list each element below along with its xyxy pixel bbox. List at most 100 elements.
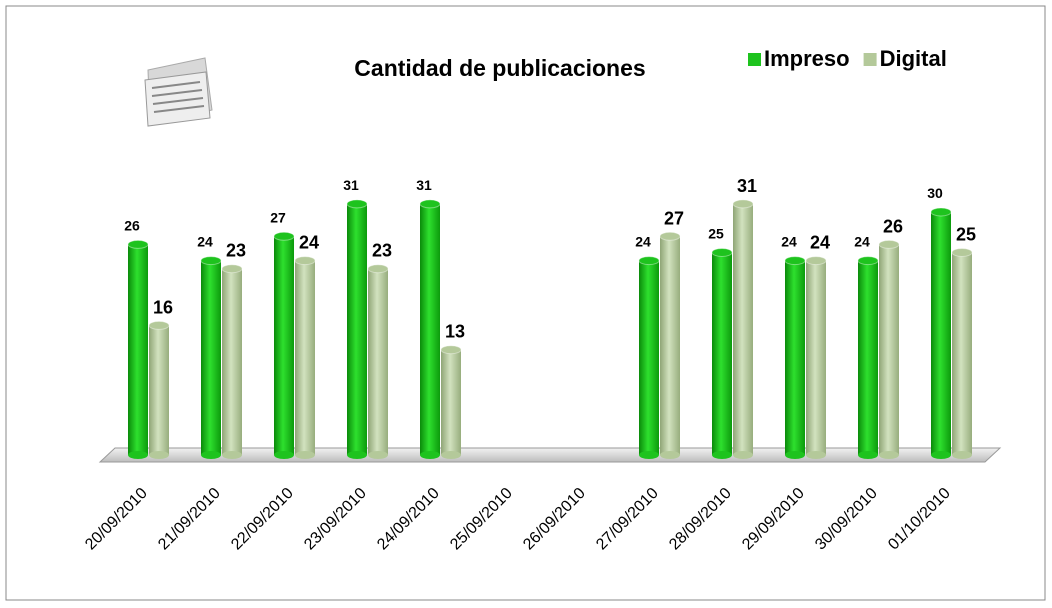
bar-foot [128,451,148,459]
bar-body [952,252,972,455]
bar-body [201,260,221,455]
value-label: 13 [445,322,465,342]
value-label: 31 [737,176,757,196]
bar-body [149,325,169,455]
legend-label: Digital [880,46,947,71]
bar-cap [711,248,733,257]
bar-foot [785,451,805,459]
bar-body [931,212,951,455]
value-label: 23 [226,241,246,261]
value-label: 23 [372,241,392,261]
bar-body [879,244,899,455]
bar [367,264,389,459]
value-label: 24 [635,234,651,250]
bar-body [712,252,732,455]
bar-cap [951,248,973,257]
bar-body [420,203,440,455]
bar-body [639,260,659,455]
bar [805,256,827,459]
bar [294,256,316,459]
bar-foot [274,451,294,459]
bar-body [295,260,315,455]
newspaper-icon [144,57,213,127]
bar-foot [639,451,659,459]
value-label: 24 [810,233,830,253]
value-label: 24 [781,234,797,250]
bar-foot [347,451,367,459]
bar [930,207,952,459]
bar [127,239,149,459]
bar-cap [638,256,660,266]
bar [200,256,222,459]
bar [221,264,243,459]
bar-foot [733,451,753,459]
value-label: 27 [664,208,684,228]
bar [419,199,441,459]
bar-body [660,236,680,455]
bar [732,199,754,459]
bar-body [368,268,388,455]
bar [346,199,368,459]
value-label: 30 [927,185,943,201]
bar-body [128,244,148,455]
bar-cap [127,239,149,249]
bar [951,248,973,459]
bar [148,320,170,459]
bar-cap [857,256,879,266]
bar [878,239,900,459]
bar-cap [732,199,754,209]
value-label: 31 [416,177,432,193]
legend-label: Impreso [764,46,850,71]
value-label: 26 [124,217,140,233]
value-label: 24 [197,234,213,250]
bar-cap [294,256,316,266]
value-label: 26 [883,216,903,236]
bar-cap [878,239,900,249]
bar [857,256,879,459]
bar-body [347,203,367,455]
value-label: 16 [153,297,173,317]
bar [711,248,733,459]
bar-foot [660,451,680,459]
bar-body [806,260,826,455]
chart-title: Cantidad de publicaciones [354,55,645,81]
bar-cap [273,231,295,241]
bar-body [441,349,461,455]
value-label: 24 [299,233,319,253]
bar-foot [712,451,732,459]
bar [659,231,681,459]
bar [440,345,462,459]
bar-body [222,268,242,455]
bar-foot [149,451,169,459]
bar-foot [952,451,972,459]
bar-cap [367,264,389,274]
legend-swatch [863,53,877,66]
bar-foot [879,451,899,459]
bar-foot [806,451,826,459]
bar-cap [346,199,368,209]
bar-foot [222,451,242,459]
bar-body [274,236,294,455]
floor [98,447,1002,463]
bar-cap [784,256,806,266]
bar-cap [419,199,441,209]
bar-cap [805,256,827,266]
bar-foot [931,451,951,459]
bar-foot [295,451,315,459]
bar-foot [368,451,388,459]
bar-foot [201,451,221,459]
value-label: 31 [343,177,359,193]
bar [273,231,295,459]
bar-cap [659,231,681,241]
bar-cap [930,207,952,217]
bar-cap [221,264,243,274]
bar [784,256,806,459]
bar [638,256,660,459]
bar-cap [148,320,170,330]
bar-foot [858,451,878,459]
bar-body [858,260,878,455]
bar-body [785,260,805,455]
value-label: 24 [854,234,870,250]
value-label: 27 [270,209,286,225]
